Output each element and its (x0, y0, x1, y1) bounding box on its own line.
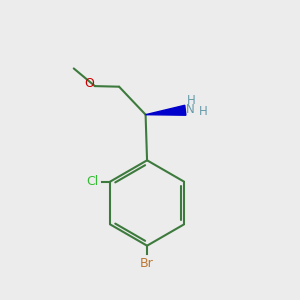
Text: N: N (186, 103, 195, 116)
Polygon shape (146, 105, 186, 115)
Text: O: O (85, 77, 94, 90)
Text: Cl: Cl (86, 175, 98, 188)
Text: H: H (187, 94, 195, 107)
Text: Br: Br (140, 257, 154, 270)
Text: H: H (199, 105, 207, 118)
